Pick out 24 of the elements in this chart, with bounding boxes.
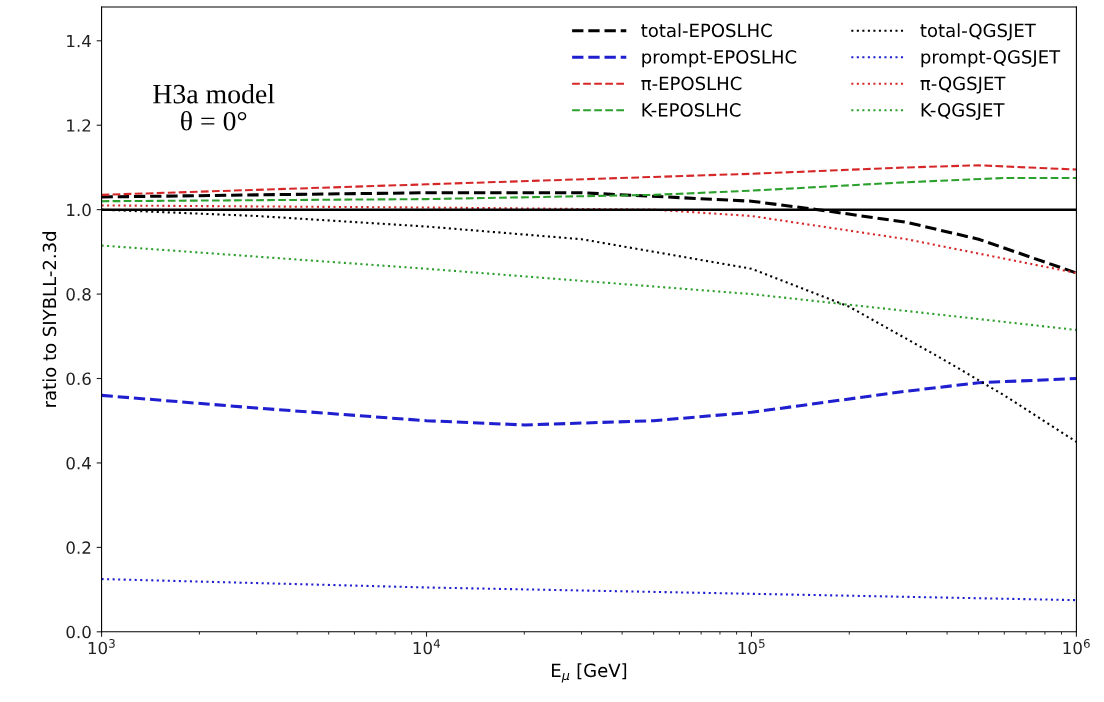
y-tick-label: 0.2 [66,541,91,554]
x-tick-label: 10$^{3}$ [88,639,115,655]
line-series [101,577,1077,602]
legend-label: prompt-QGSJET [921,50,1061,68]
y-tick-label: 0.0 [66,625,91,639]
legend-label: total-QGSJET [920,23,1036,41]
legend-label: total-EPOSLHC [641,23,772,38]
x-axis-title: E$_{μ}$ [GeV] [552,663,627,683]
y-tick-label: 0.6 [66,372,91,386]
y-tick-label: 1.2 [67,119,91,132]
legend-label: prompt-EPOSLHC [642,50,797,68]
legend-label: π-EPOSLHC [641,76,742,91]
x-tick-label: 10$^{6}$ [1063,639,1090,655]
x-tick-label: 10$^{4}$ [413,639,440,655]
legend-label: K-QGSJET [921,103,1005,121]
y-tick-label: 0.4 [66,456,91,470]
legend-label: K-EPOSLHC [642,103,741,117]
y-tick-label: 0.8 [66,288,91,301]
annotation: H3a model θ = 0° [153,83,275,131]
x-tick-label: 10$^{5}$ [738,639,765,655]
y-tick-label: 1.4 [67,34,91,48]
y-axis-title: ratio to SIYBLL-2.3d [42,232,57,407]
y-tick-label: 1.0 [67,203,91,217]
legend-label: π-QGSJET [920,76,1006,94]
